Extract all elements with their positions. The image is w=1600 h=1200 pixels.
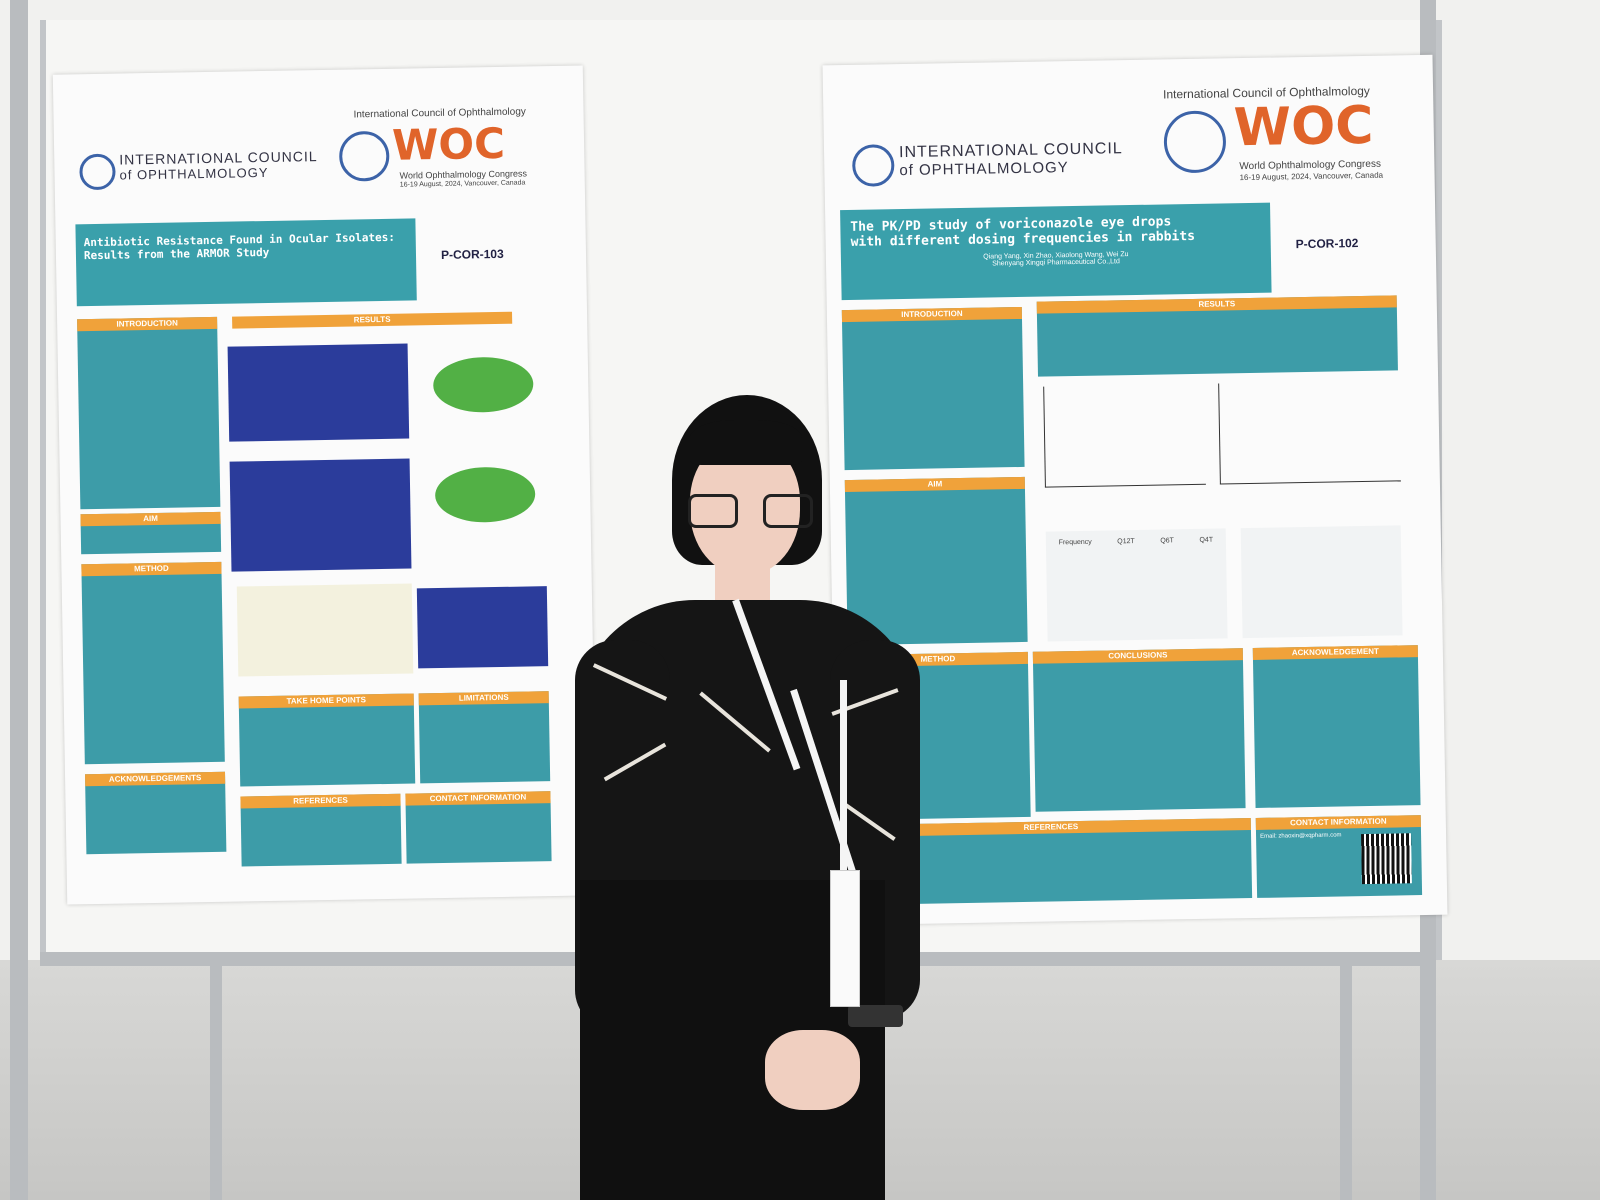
section-heading: TAKE HOME POINTS — [238, 693, 414, 709]
section-conclusions: CONCLUSIONS — [1032, 648, 1246, 812]
woc-logo: WOC — [391, 118, 506, 170]
pie-chart-2 — [434, 466, 536, 524]
watch — [848, 1005, 903, 1027]
table-header-cell: Frequency — [1058, 538, 1092, 547]
section-references: REFERENCES — [240, 793, 402, 867]
pkpd-table: Frequency Q12T Q6T Q4T — [1045, 528, 1228, 642]
results-heading: RESULTS — [232, 311, 513, 329]
section-acknowledgements: ACKNOWLEDGEMENTS — [85, 771, 227, 855]
leg-left — [210, 966, 222, 1200]
section-heading: INTRODUCTION — [841, 306, 1022, 323]
section-heading: CONCLUSIONS — [1032, 648, 1243, 664]
lanyard-right — [840, 680, 847, 880]
section-aim: AIM — [80, 511, 222, 555]
section-acknowledgement: ACKNOWLEDGEMENT — [1252, 645, 1421, 808]
chart-paeruginosa — [416, 586, 549, 669]
woc-globe-icon — [1163, 110, 1227, 174]
section-heading: ACKNOWLEDGEMENT — [1252, 645, 1418, 660]
ico-logo-text: INTERNATIONAL COUNCIL of OPHTHALMOLOGY — [899, 140, 1123, 179]
table-header-cell: Q4T — [1199, 536, 1214, 544]
woc-logo: WOC — [1233, 95, 1374, 159]
results-table — [236, 583, 414, 677]
table-header-cell: Q12T — [1117, 538, 1135, 546]
section-heading: REFERENCES — [240, 793, 401, 809]
org-name-line2: of OPHTHALMOLOGY — [899, 159, 1069, 180]
chart-cons — [229, 458, 412, 572]
section-introduction: INTRODUCTION — [841, 306, 1025, 471]
pie-chart-1 — [432, 356, 534, 414]
poster-title: The PK/PD study of voriconazole eye drop… — [840, 202, 1272, 301]
ico-globe-icon — [79, 153, 116, 191]
org-name-line2: of OPHTHALMOLOGY — [119, 164, 269, 183]
bangs — [690, 420, 802, 465]
hands — [765, 1030, 860, 1110]
ico-logo-text: INTERNATIONAL COUNCIL of OPHTHALMOLOGY — [119, 148, 318, 182]
section-heading: LIMITATIONS — [418, 691, 549, 706]
section-heading: INTRODUCTION — [77, 316, 218, 332]
section-heading: RESULTS — [1036, 295, 1397, 314]
poster-title: Antibiotic Resistance Found in Ocular Is… — [75, 218, 417, 307]
section-results: RESULTS — [1036, 295, 1398, 377]
qr-code — [1361, 833, 1412, 885]
poster-code: P-COR-103 — [440, 246, 504, 262]
section-introduction: INTRODUCTION — [77, 316, 221, 510]
section-heading: AIM — [844, 476, 1025, 493]
section-method: METHOD — [81, 561, 225, 765]
concentration-time-figure — [1218, 380, 1401, 485]
section-contact: CONTACT INFORMATION Email: zhaoxin@xqpha… — [1255, 815, 1423, 898]
woc-globe-icon — [338, 130, 390, 182]
section-heading: ACKNOWLEDGEMENTS — [85, 771, 226, 787]
glasses-left-lens — [688, 494, 738, 528]
section-heading: CONTACT INFORMATION — [405, 791, 551, 806]
mic-table — [1240, 525, 1403, 639]
section-aim: AIM — [844, 476, 1028, 646]
left-pole — [10, 0, 28, 1200]
chart-staph — [227, 343, 410, 442]
congress-dates: 16-19 August, 2024, Vancouver, Canada — [1239, 170, 1384, 183]
section-limitations: LIMITATIONS — [418, 691, 551, 784]
poster-code: P-COR-102 — [1295, 236, 1359, 252]
poster-armor: INTERNATIONAL COUNCIL of OPHTHALMOLOGY I… — [52, 65, 598, 905]
leg-right — [1340, 966, 1352, 1200]
glasses-right-lens — [763, 494, 813, 528]
congress-dates: 16-19 August, 2024, Vancouver, Canada — [399, 179, 526, 189]
name-badge — [830, 870, 860, 1007]
section-heading: AIM — [80, 511, 221, 527]
table-header-cell: Q6T — [1160, 537, 1175, 545]
chromatogram-figure — [1043, 383, 1206, 488]
pkpd-table-header: Frequency Q12T Q6T Q4T — [1046, 528, 1226, 547]
section-take-home: TAKE HOME POINTS — [238, 693, 416, 787]
section-contact: CONTACT INFORMATION — [405, 791, 552, 864]
ico-globe-icon — [851, 144, 895, 187]
section-heading: METHOD — [81, 561, 222, 577]
